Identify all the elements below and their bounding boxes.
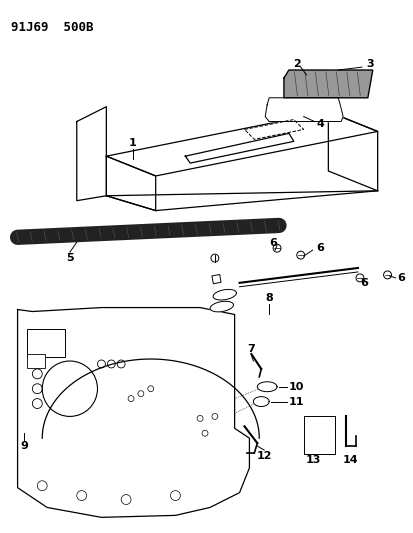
Polygon shape [210, 301, 233, 312]
Polygon shape [253, 397, 268, 407]
Text: 5: 5 [66, 253, 74, 263]
Text: 7: 7 [247, 344, 255, 354]
Text: 2: 2 [292, 59, 300, 69]
Text: 12: 12 [256, 451, 271, 461]
Text: 3: 3 [365, 59, 373, 69]
Text: 4: 4 [316, 118, 324, 128]
Text: 91J69  500B: 91J69 500B [11, 21, 93, 34]
Text: 11: 11 [288, 397, 304, 407]
Text: 8: 8 [265, 293, 272, 303]
Text: 6: 6 [359, 278, 367, 288]
Polygon shape [257, 382, 276, 392]
Polygon shape [328, 111, 377, 191]
Polygon shape [76, 107, 106, 201]
Polygon shape [106, 171, 377, 211]
Text: 1: 1 [129, 138, 137, 148]
Text: 6: 6 [268, 238, 276, 248]
Text: 10: 10 [288, 382, 304, 392]
Text: 6: 6 [396, 273, 404, 283]
Bar [27, 354, 45, 368]
Bar [211, 274, 221, 284]
Polygon shape [17, 308, 249, 518]
Polygon shape [106, 156, 155, 211]
Text: 13: 13 [305, 455, 320, 465]
Polygon shape [283, 70, 372, 98]
Polygon shape [265, 98, 342, 122]
Text: 6: 6 [316, 243, 324, 253]
Polygon shape [213, 289, 236, 300]
Text: 14: 14 [342, 455, 357, 465]
Bar [303, 416, 335, 454]
Text: 9: 9 [21, 441, 28, 451]
Bar [27, 329, 65, 357]
Polygon shape [106, 111, 377, 176]
